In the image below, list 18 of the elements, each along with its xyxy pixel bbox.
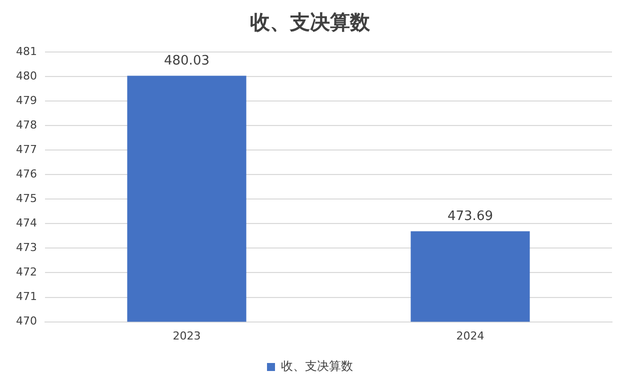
chart-title: 收、支决算数 xyxy=(250,10,371,34)
y-tick-label: 470 xyxy=(16,314,37,328)
y-tick-label: 473 xyxy=(16,241,37,254)
y-tick-label: 478 xyxy=(16,118,37,132)
y-tick-label: 479 xyxy=(16,94,37,107)
y-tick-label: 476 xyxy=(16,167,37,180)
x-tick-label: 2024 xyxy=(456,329,484,342)
data-label: 473.69 xyxy=(448,209,493,224)
y-tick-label: 480 xyxy=(16,69,37,82)
legend-label: 收、支决算数 xyxy=(281,359,353,374)
y-tick-label: 477 xyxy=(16,142,37,156)
y-tick-label: 471 xyxy=(16,290,37,304)
y-tick-label: 472 xyxy=(16,266,37,279)
data-label: 480.03 xyxy=(164,54,210,69)
y-tick-label: 481 xyxy=(16,44,37,58)
y-tick-label: 474 xyxy=(16,216,37,230)
x-tick-label: 2023 xyxy=(172,329,201,342)
y-tick-label: 475 xyxy=(16,192,37,206)
